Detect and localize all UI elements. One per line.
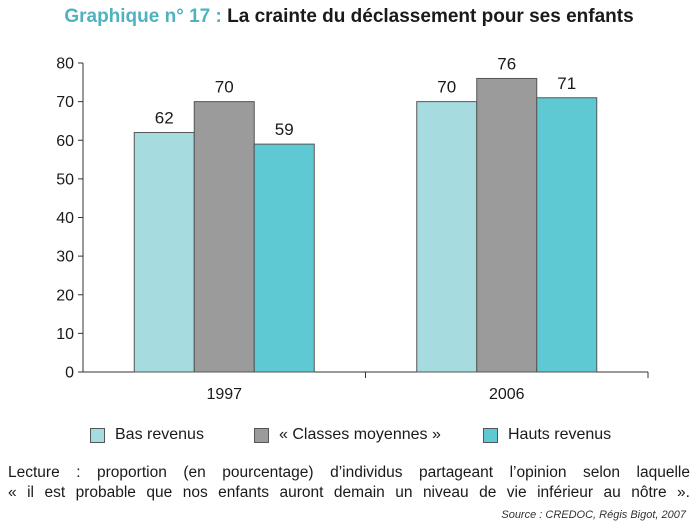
y-tick-label: 60 <box>56 133 74 150</box>
y-tick-label: 50 <box>56 171 74 188</box>
reading-note-line-1: Lecture : proportion (en pourcentage) d’… <box>8 464 690 481</box>
bar <box>133 132 195 373</box>
legend-label: Bas revenus <box>115 426 204 443</box>
chart-title-prefix: Graphique n° 17 : <box>64 6 222 27</box>
y-tick-label: 40 <box>56 210 74 227</box>
x-tick-label: 1997 <box>206 386 242 403</box>
y-tick-label: 80 <box>56 56 74 73</box>
legend-swatch <box>483 427 498 443</box>
y-tick-label: 0 <box>65 365 74 382</box>
source-note: Source : CREDOC, Régis Bigot, 2007 <box>501 509 686 521</box>
data-label: 70 <box>215 78 234 97</box>
bar <box>536 97 598 373</box>
y-tick-label: 70 <box>56 94 74 111</box>
bar <box>476 77 538 373</box>
bar <box>416 101 478 373</box>
x-tick-label: 2006 <box>489 386 525 403</box>
data-label: 59 <box>275 120 294 139</box>
reading-note-line-2: « il est probable que nos enfants auront… <box>8 484 690 501</box>
data-label: 70 <box>437 78 456 97</box>
y-tick-label: 20 <box>56 287 74 304</box>
legend-item-bas-revenus: Bas revenus <box>90 426 204 444</box>
legend-label: Hauts revenus <box>508 426 612 443</box>
bar <box>253 143 315 373</box>
legend-item-classes-moyennes: « Classes moyennes » <box>254 426 441 444</box>
y-tick-label: 30 <box>56 249 74 266</box>
bar-chart: 0 10 20 30 40 50 60 70 80 62 70 59 1997 70 76 71 2006 <box>56 54 649 403</box>
chart-title-main: La crainte du déclassement pour ses enfa… <box>227 6 634 27</box>
data-label: 71 <box>557 74 576 93</box>
y-tick-label: 10 <box>56 326 74 343</box>
legend-swatch <box>254 427 269 443</box>
legend-item-hauts-revenus: Hauts revenus <box>483 426 611 444</box>
legend-swatch <box>90 427 105 443</box>
reading-note: Lecture : proportion (en pourcentage) d’… <box>8 463 690 503</box>
bar <box>193 101 255 373</box>
chart-title: Graphique n° 17 : La crainte du déclasse… <box>0 6 698 28</box>
data-label: 76 <box>497 54 516 73</box>
legend-label: « Classes moyennes » <box>279 426 441 443</box>
data-label: 62 <box>155 109 174 128</box>
